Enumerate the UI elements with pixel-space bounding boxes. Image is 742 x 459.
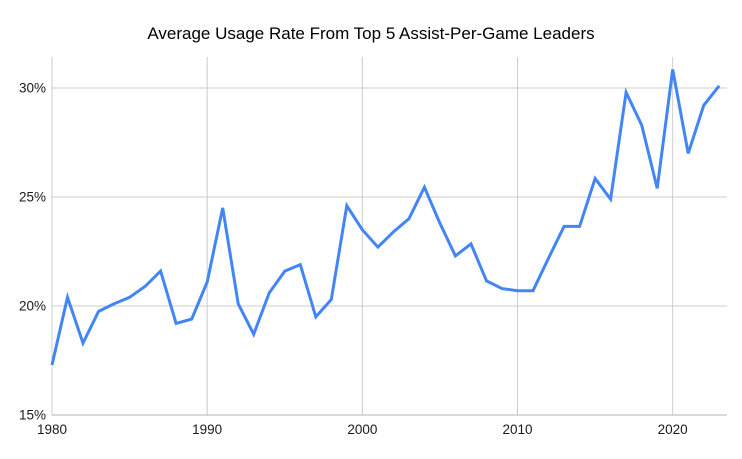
x-tick-label: 1980 [37, 422, 67, 437]
x-tick-label: 1990 [192, 422, 222, 437]
y-tick-label: 15% [19, 408, 46, 423]
x-tick-label: 2010 [502, 422, 532, 437]
y-tick-label: 25% [19, 190, 46, 205]
plot-area: 1980 1990 2000 2010 2020 15% 20% 25% 30% [19, 57, 727, 437]
y-tick-label: 30% [19, 81, 46, 96]
usage-rate-line [50, 69, 721, 366]
x-tick-label: 2000 [347, 422, 377, 437]
x-tick-label: 2020 [658, 422, 688, 437]
y-tick-label: 20% [19, 299, 46, 314]
chart-title: Average Usage Rate From Top 5 Assist-Per… [147, 24, 594, 43]
